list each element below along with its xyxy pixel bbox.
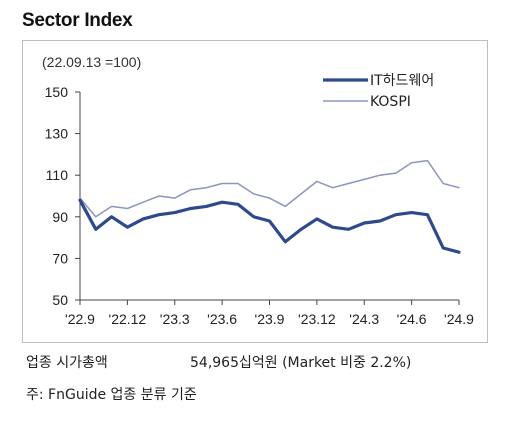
source-note: 주: FnGuide 업종 분류 기준: [26, 387, 197, 403]
legend-label: IT하드웨어: [370, 73, 434, 89]
market-cap-value: 54,965십억원 (Market 비중 2.2%): [190, 355, 412, 371]
base-note: (22.09.13 =100): [42, 54, 141, 70]
x-tick-label: '22.9: [65, 311, 95, 327]
x-tick-label: '24.3: [349, 311, 379, 327]
x-tick-label: '24.6: [397, 311, 427, 327]
series-line-it-hardware: [78, 198, 461, 254]
market-cap-label: 업종 시가총액: [26, 355, 108, 371]
y-tick-label: 90: [52, 209, 68, 225]
series-line-kospi: [79, 159, 460, 218]
x-tick-label: '22.12: [109, 311, 147, 327]
series-lines: [78, 159, 461, 254]
y-tick-label: 50: [52, 292, 68, 308]
y-tick-label: 110: [46, 167, 69, 183]
x-tick-label: '23.9: [255, 311, 285, 327]
legend: IT하드웨어 KOSPI: [323, 73, 434, 110]
x-axis: '22.9 '22.12 '23.3 '23.6 '23.9 '23.12 '24.3 '24…: [65, 299, 474, 327]
market-cap-row: 업종 시가총액 54,965십억원 (Market 비중 2.2%): [26, 352, 411, 372]
y-tick-label: 150: [45, 84, 69, 100]
x-tick-label: '23.6: [207, 311, 237, 327]
chart-title: Sector Index: [22, 10, 133, 31]
y-tick-label: 70: [52, 250, 68, 266]
x-tick-label: '23.3: [160, 311, 190, 327]
chart-frame: [22, 40, 488, 343]
y-axis: 150 130 110 90 70 50: [45, 84, 81, 308]
x-tick-label: '23.12: [298, 311, 336, 327]
y-tick-label: 130: [45, 126, 69, 142]
x-tick-label: '24.9: [444, 311, 474, 327]
legend-label: KOSPI: [370, 94, 411, 110]
